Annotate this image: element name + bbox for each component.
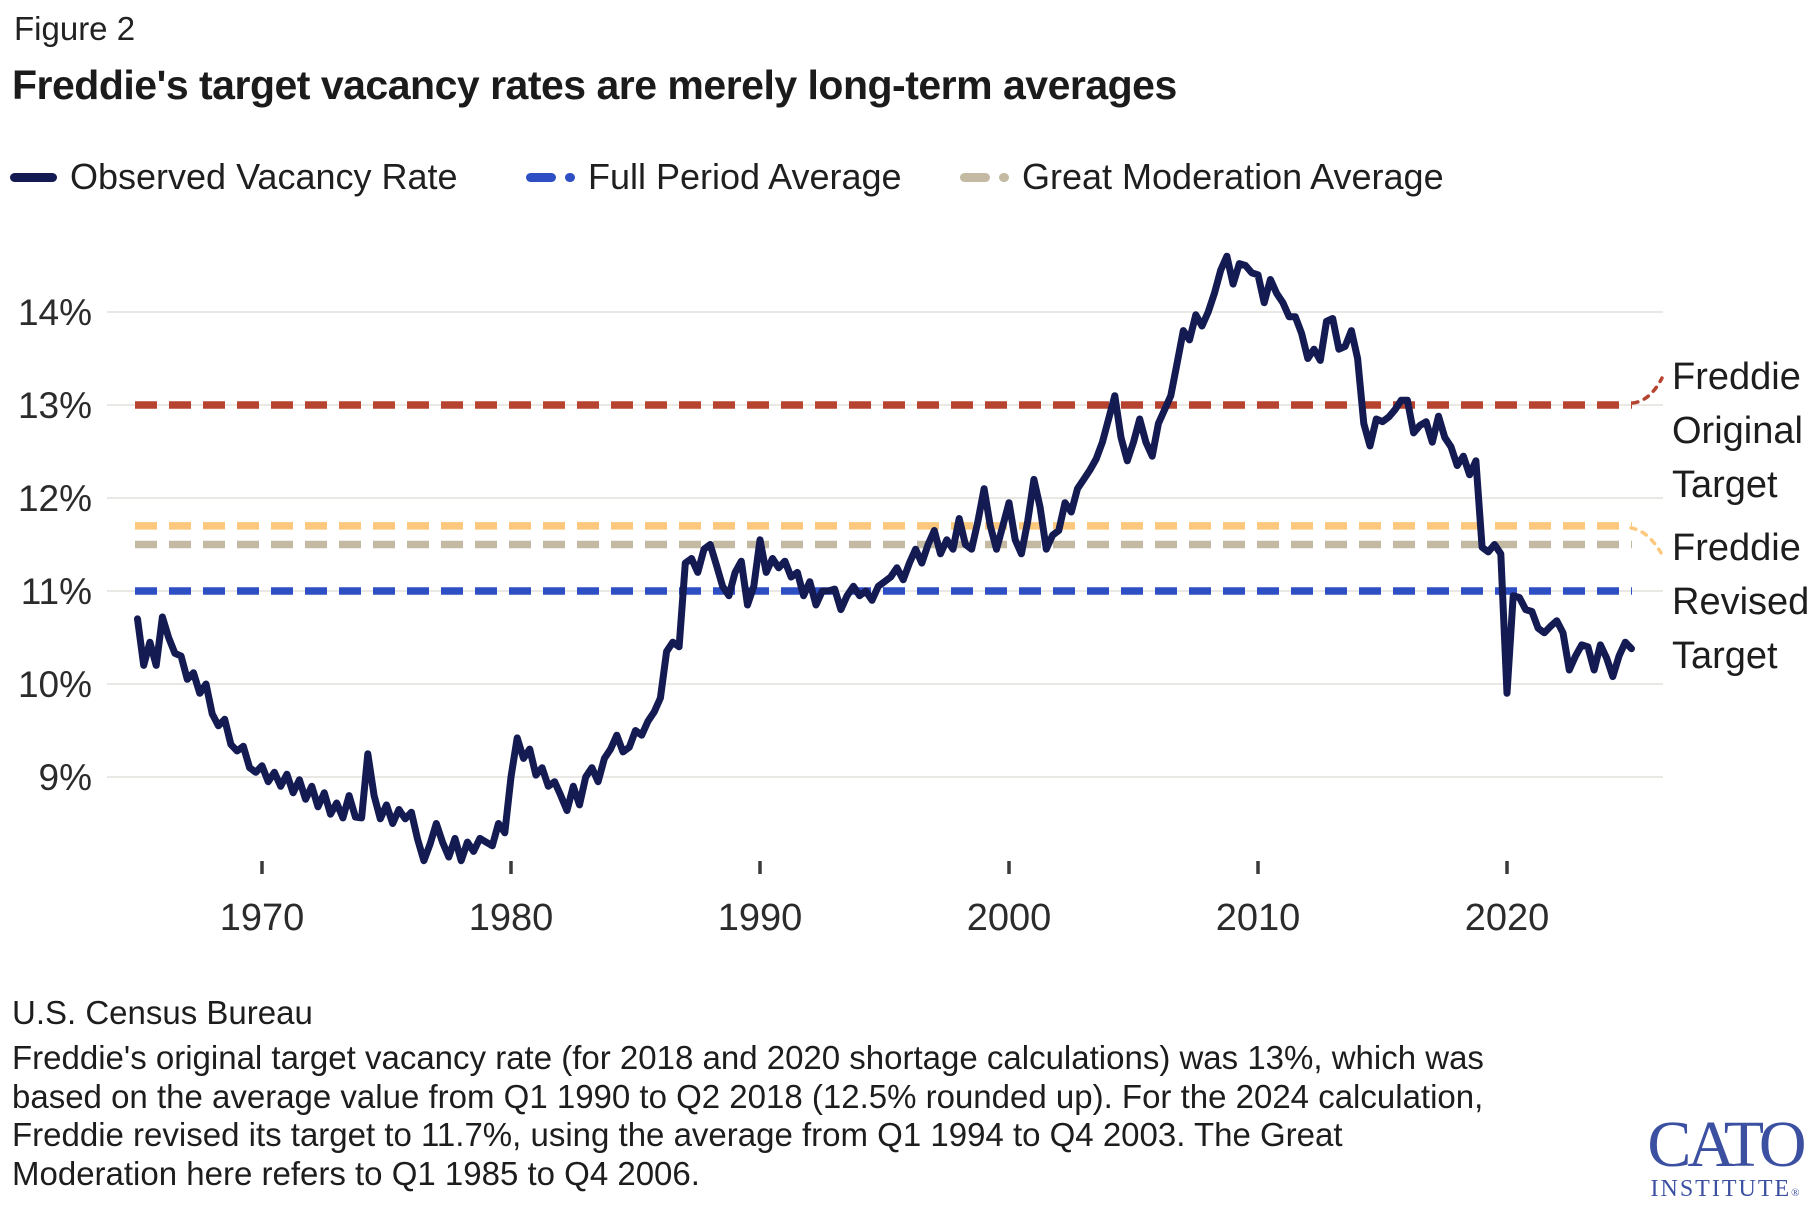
y-tick-label: 9% [39,757,92,798]
annotation-freddie-revised-target: Freddie Revised Target [1672,527,1810,677]
footnote-line: Freddie's original target vacancy rate (… [12,1039,1484,1076]
x-tick-label: 1990 [718,897,803,939]
x-tick-label: 2010 [1216,897,1301,939]
y-tick-label: 14% [18,292,92,333]
page-title: Freddie's target vacancy rates are merel… [12,62,1177,108]
y-tick-label: 13% [18,385,92,426]
x-tick-label: 1970 [220,897,305,939]
leader-line-original [1631,376,1664,405]
y-tick-label: 10% [18,664,92,705]
cato-institute-logo: CATO INSTITUTE® [1638,1108,1812,1203]
legend-label: Full Period Average [588,156,902,197]
x-tick-label: 2000 [967,897,1052,939]
chart-legend: Observed Vacancy Rate Full Period Averag… [0,155,1820,199]
footnote-line: Moderation here refers to Q1 1985 to Q4 … [12,1154,700,1192]
footnote-line: based on the average value from Q1 1990 … [12,1077,1484,1115]
footnote-line: Freddie revised its target to 11.7%, usi… [12,1116,1343,1153]
y-tick-label: 11% [21,571,92,612]
source-credit: U.S. Census Bureau [12,994,313,1031]
annotation-freddie-original-target: Freddie Original Target [1672,356,1803,506]
observed-vacancy-line [134,252,1635,865]
x-tick-label: 2020 [1465,897,1550,939]
footnote: Freddie's original target vacancy rate (… [12,1039,1612,1193]
legend-item-full-period: Full Period Average [526,155,902,199]
legend-label: Great Moderation Average [1022,156,1444,197]
legend-item-great-moderation: Great Moderation Average [960,155,1444,199]
x-tick-label: 1980 [469,897,554,939]
y-tick-label: 12% [18,478,92,519]
logo-wordmark: CATO [1647,1108,1806,1181]
logo-subtitle: INSTITUTE® [1650,1176,1800,1202]
dashed-line-swatch-icon [960,172,1009,182]
dashed-line-swatch-icon [526,172,575,182]
legend-label: Observed Vacancy Rate [70,156,458,197]
solid-line-swatch-icon [10,172,57,182]
leader-line-revised [1629,526,1663,555]
registered-mark: ® [1791,1187,1800,1199]
legend-item-observed: Observed Vacancy Rate [10,155,458,199]
figure-label: Figure 2 [14,10,136,47]
